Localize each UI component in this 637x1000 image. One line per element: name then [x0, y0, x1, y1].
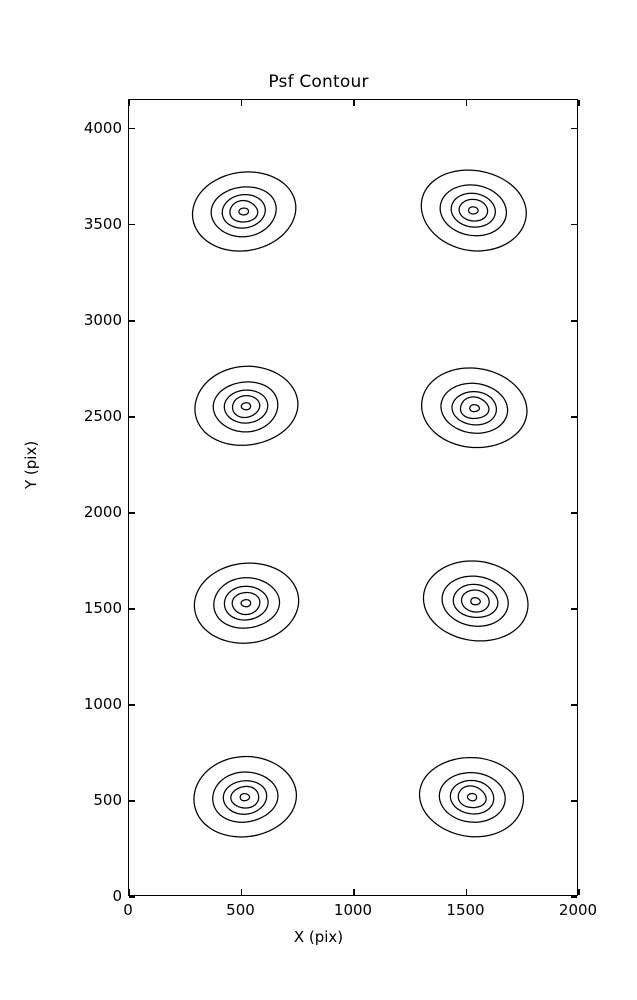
contour-level-2	[210, 186, 277, 238]
x-axis-label: X (pix)	[293, 928, 344, 946]
contour-level-4	[460, 589, 490, 613]
y-tick-4000	[571, 128, 577, 130]
plot-axes-frame	[128, 99, 580, 898]
y-tick-0	[571, 896, 577, 898]
contour-level-5	[469, 404, 481, 413]
x-tick-1500	[465, 100, 468, 106]
x-tick-label-0: 0	[123, 901, 133, 919]
y-tick-500	[129, 800, 135, 802]
contour-level-1	[418, 756, 525, 838]
y-tick-1000	[571, 704, 577, 706]
contour-level-5	[467, 206, 479, 215]
y-tick-label-3000: 3000	[83, 310, 122, 329]
y-tick-1000	[129, 704, 135, 706]
x-tick-0	[128, 889, 130, 895]
contour-level-4	[457, 785, 487, 809]
y-tick-4000	[129, 128, 135, 130]
contour-level-1	[193, 562, 300, 644]
contour-level-4	[459, 396, 490, 420]
contour-level-3	[450, 192, 496, 228]
contour-level-3	[221, 193, 266, 229]
contour-level-1	[194, 365, 299, 446]
contour-level-1	[191, 171, 297, 252]
contour-level-2	[212, 381, 279, 433]
psf-r4-c2	[420, 169, 527, 252]
contour-level-5	[238, 207, 250, 216]
contour-level-5	[466, 792, 478, 802]
y-tick-1500	[571, 608, 577, 610]
y-tick-label-4000: 4000	[83, 118, 122, 137]
contour-level-2	[439, 184, 508, 237]
y-tick-2500	[571, 416, 577, 418]
x-tick-500	[240, 100, 243, 106]
y-tick-2000	[571, 512, 577, 514]
x-tick-label-500: 500	[226, 901, 255, 919]
contour-level-3	[222, 780, 268, 815]
contour-level-5	[240, 402, 252, 411]
y-tick-label-500: 500	[93, 790, 122, 809]
contour-level-1	[421, 367, 528, 449]
contour-level-2	[212, 771, 279, 823]
y-tick-0	[129, 896, 135, 898]
y-tick-3500	[129, 224, 135, 226]
contour-level-2	[440, 382, 509, 434]
contour-level-1	[193, 755, 298, 838]
plot-title: Psf Contour	[268, 72, 369, 92]
y-tick-3000	[571, 320, 577, 322]
psf-r3-c1	[194, 365, 299, 446]
x-tick-0	[128, 100, 130, 106]
x-tick-1000	[353, 100, 355, 106]
contour-level-4	[458, 198, 489, 222]
y-axis-label: Y (pix)	[21, 440, 40, 489]
contour-level-5	[240, 599, 252, 608]
contour-level-1	[422, 560, 529, 642]
psf-r2-c2	[422, 560, 529, 642]
contour-level-3	[449, 779, 495, 815]
x-tick-label-2000: 2000	[558, 901, 598, 919]
y-tick-label-3500: 3500	[83, 214, 122, 233]
y-tick-label-0: 0	[112, 887, 122, 905]
x-tick-500	[240, 889, 243, 895]
y-tick-1500	[129, 608, 135, 610]
contour-level-5	[470, 596, 481, 606]
contour-level-2	[441, 575, 509, 627]
x-tick-1500	[465, 889, 468, 895]
contour-level-4	[231, 395, 261, 419]
contour-level-2	[213, 577, 281, 629]
x-tick-label-1000: 1000	[333, 901, 373, 919]
contour-level-5	[239, 792, 251, 802]
x-tick-label-1500: 1500	[446, 901, 485, 919]
y-tick-500	[571, 800, 577, 802]
y-tick-label-2000: 2000	[83, 502, 122, 521]
contour-level-1	[420, 169, 527, 252]
y-tick-label-1000: 1000	[83, 694, 122, 713]
contour-level-3	[451, 391, 498, 426]
x-tick-1000	[353, 889, 355, 895]
contour-plot-canvas	[191, 169, 529, 838]
psf-r1-c2	[418, 756, 525, 838]
y-tick-3500	[571, 224, 577, 226]
psf-r3-c2	[421, 367, 528, 449]
contour-level-2	[438, 772, 506, 823]
contour-level-3	[223, 389, 269, 424]
psf-r2-c1	[193, 562, 300, 644]
contour-level-4	[229, 199, 259, 223]
psf-r4-c1	[191, 171, 297, 252]
y-tick-label-2500: 2500	[83, 406, 122, 425]
contour-level-4	[231, 591, 261, 616]
y-tick-label-1500: 1500	[83, 598, 122, 617]
contour-level-3	[223, 585, 269, 621]
y-tick-3000	[129, 320, 135, 322]
y-tick-2000	[129, 512, 135, 514]
psf-r1-c1	[193, 755, 298, 838]
y-tick-2500	[129, 416, 135, 418]
x-tick-2000	[578, 889, 580, 895]
contour-level-4	[230, 785, 260, 809]
x-tick-2000	[578, 100, 580, 106]
contour-level-3	[452, 583, 499, 619]
